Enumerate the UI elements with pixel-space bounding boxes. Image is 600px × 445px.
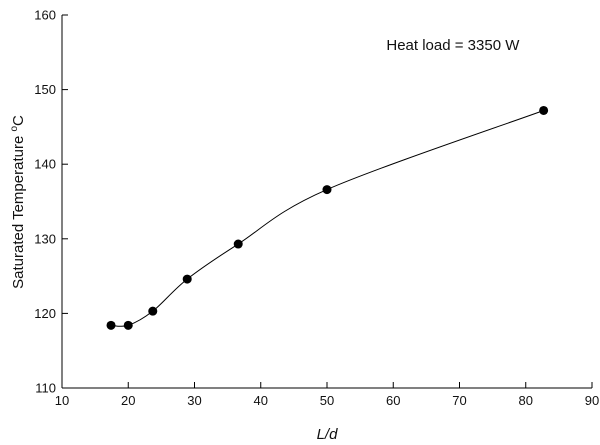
y-tick-label: 160 <box>34 8 56 23</box>
y-tick-label: 120 <box>34 306 56 321</box>
y-axis-title: Saturated Temperature oC <box>9 115 27 289</box>
y-tick-label: 130 <box>34 231 56 246</box>
x-tick-label: 50 <box>320 393 334 408</box>
data-point <box>233 239 243 249</box>
y-axis: 110 120 130 140 150 160 <box>34 8 68 396</box>
x-axis: 10 20 30 40 50 60 70 80 90 <box>55 382 599 408</box>
x-tick-label: 30 <box>187 393 201 408</box>
x-tick-label: 60 <box>386 393 400 408</box>
data-point <box>182 274 192 284</box>
data-point <box>539 105 549 115</box>
y-tick-label: 110 <box>35 381 56 396</box>
y-tick-label: 140 <box>34 157 56 172</box>
heat-load-annotation: Heat load = 3350 W <box>386 37 520 54</box>
data-points <box>106 105 549 330</box>
plot-area <box>61 15 592 389</box>
series-line <box>110 110 544 327</box>
y-tick-label: 150 <box>34 82 56 97</box>
x-tick-label: 70 <box>452 393 466 408</box>
data-point <box>123 320 133 330</box>
data-point <box>106 320 116 330</box>
x-axis-title: L/d <box>317 426 339 443</box>
x-tick-label: 80 <box>519 393 533 408</box>
data-point <box>148 306 158 316</box>
data-point <box>322 185 332 195</box>
x-tick-label: 20 <box>121 393 135 408</box>
x-tick-label: 90 <box>585 393 599 408</box>
x-tick-label: 10 <box>55 393 69 408</box>
x-tick-label: 40 <box>254 393 268 408</box>
